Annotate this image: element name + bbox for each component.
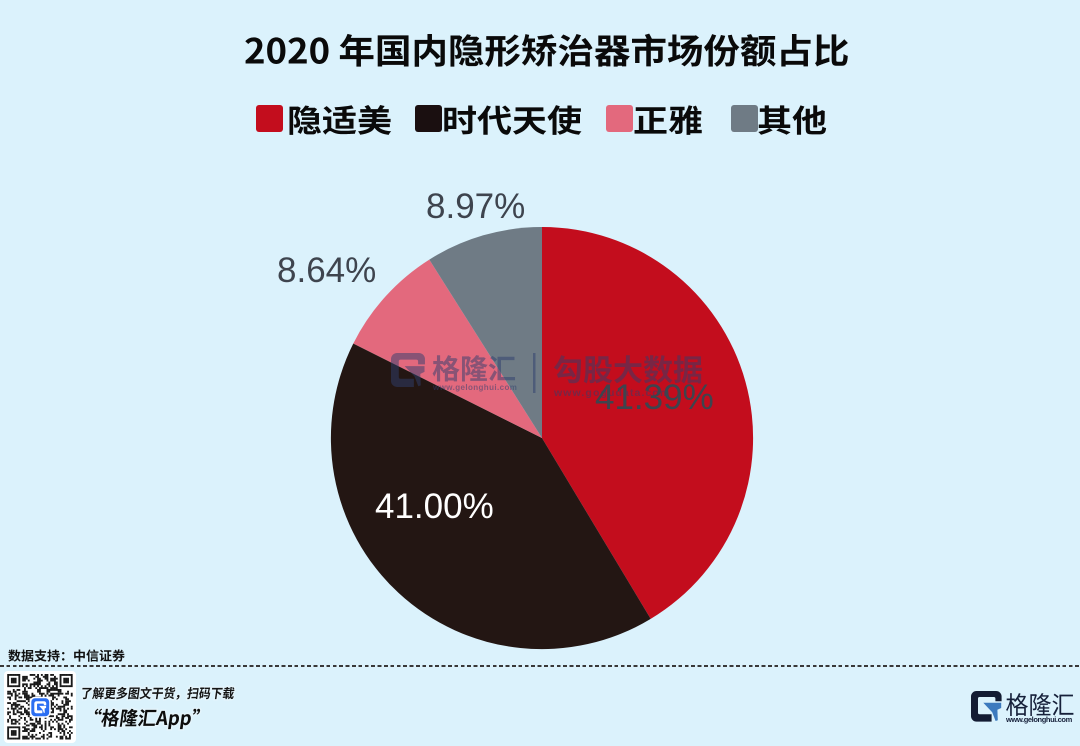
svg-text:www.gogudata.com: www.gogudata.com xyxy=(553,387,670,399)
svg-text:www.gelonghui.com: www.gelonghui.com xyxy=(432,383,517,392)
svg-text:www.gelonghui.com: www.gelonghui.com xyxy=(1005,715,1073,724)
